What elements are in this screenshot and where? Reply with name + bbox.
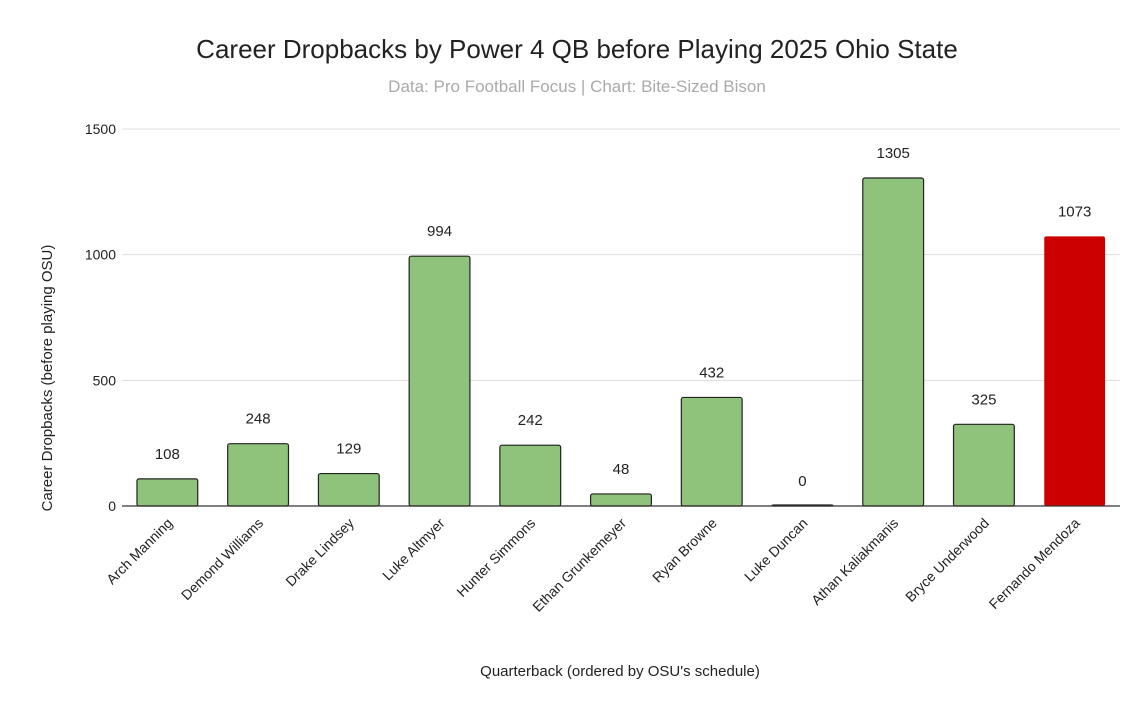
data-label: 0: [798, 473, 806, 490]
bar-fernando-mendoza: [1044, 236, 1106, 506]
bar-drake-lindsey: [317, 472, 380, 507]
bar-ryan-browne: [680, 396, 743, 507]
data-label: 994: [427, 223, 452, 240]
bar-athan-kaliakmanis: [862, 177, 925, 507]
data-label: 1305: [876, 145, 909, 162]
chart-title: Career Dropbacks by Power 4 QB before Pl…: [196, 34, 958, 64]
x-axis-ticks: Arch Manning Demond Williams Drake Lindsey…: [103, 515, 1083, 615]
data-label: 432: [699, 364, 724, 381]
data-label: 242: [518, 412, 543, 429]
data-label: 129: [336, 441, 361, 458]
gridlines: [122, 128, 1120, 381]
x-tick-label: Fernando Mendoza: [986, 515, 1083, 612]
y-axis-label: Career Dropbacks (before playing OSU): [39, 245, 56, 512]
y-tick-label: 1000: [85, 247, 116, 263]
bar-demond-williams: [227, 443, 290, 507]
x-tick-label: Drake Lindsey: [282, 515, 357, 590]
x-tick-label: Demond Williams: [178, 515, 266, 603]
x-tick-label: Athan Kaliakmanis: [808, 515, 901, 608]
data-label: 248: [246, 411, 271, 428]
x-tick-label: Arch Manning: [103, 515, 175, 587]
bar-ethan-grunkemeyer: [590, 493, 652, 507]
chart-subtitle: Data: Pro Football Focus | Chart: Bite-S…: [388, 77, 766, 96]
y-tick-label: 500: [93, 372, 117, 388]
data-label: 325: [971, 391, 996, 408]
x-tick-label: Luke Altmyer: [379, 515, 448, 584]
bar-arch-manning: [136, 478, 199, 507]
bar-bryce-underwood: [952, 423, 1015, 507]
bars: [136, 177, 1106, 507]
bar-luke-altmyer: [408, 255, 471, 507]
bar-hunter-simmons: [499, 444, 562, 507]
data-label: 1073: [1058, 203, 1091, 220]
y-tick-label: 0: [108, 498, 116, 514]
x-tick-label: Bryce Underwood: [902, 515, 992, 605]
y-axis-ticks: 0 500 1000 1500: [85, 121, 116, 514]
y-tick-label: 1500: [85, 121, 116, 137]
data-labels: 108 248 129 994 242 48 432 0 1305 325 1073: [155, 145, 1091, 490]
x-tick-label: Ethan Grunkemeyer: [529, 515, 629, 615]
x-tick-label: Luke Duncan: [741, 515, 811, 585]
x-tick-label: Hunter Simmons: [453, 515, 538, 600]
x-axis-label: Quarterback (ordered by OSU's schedule): [480, 663, 760, 680]
x-tick-label: Ryan Browne: [649, 515, 720, 586]
data-label: 48: [613, 461, 630, 478]
data-label: 108: [155, 446, 180, 463]
